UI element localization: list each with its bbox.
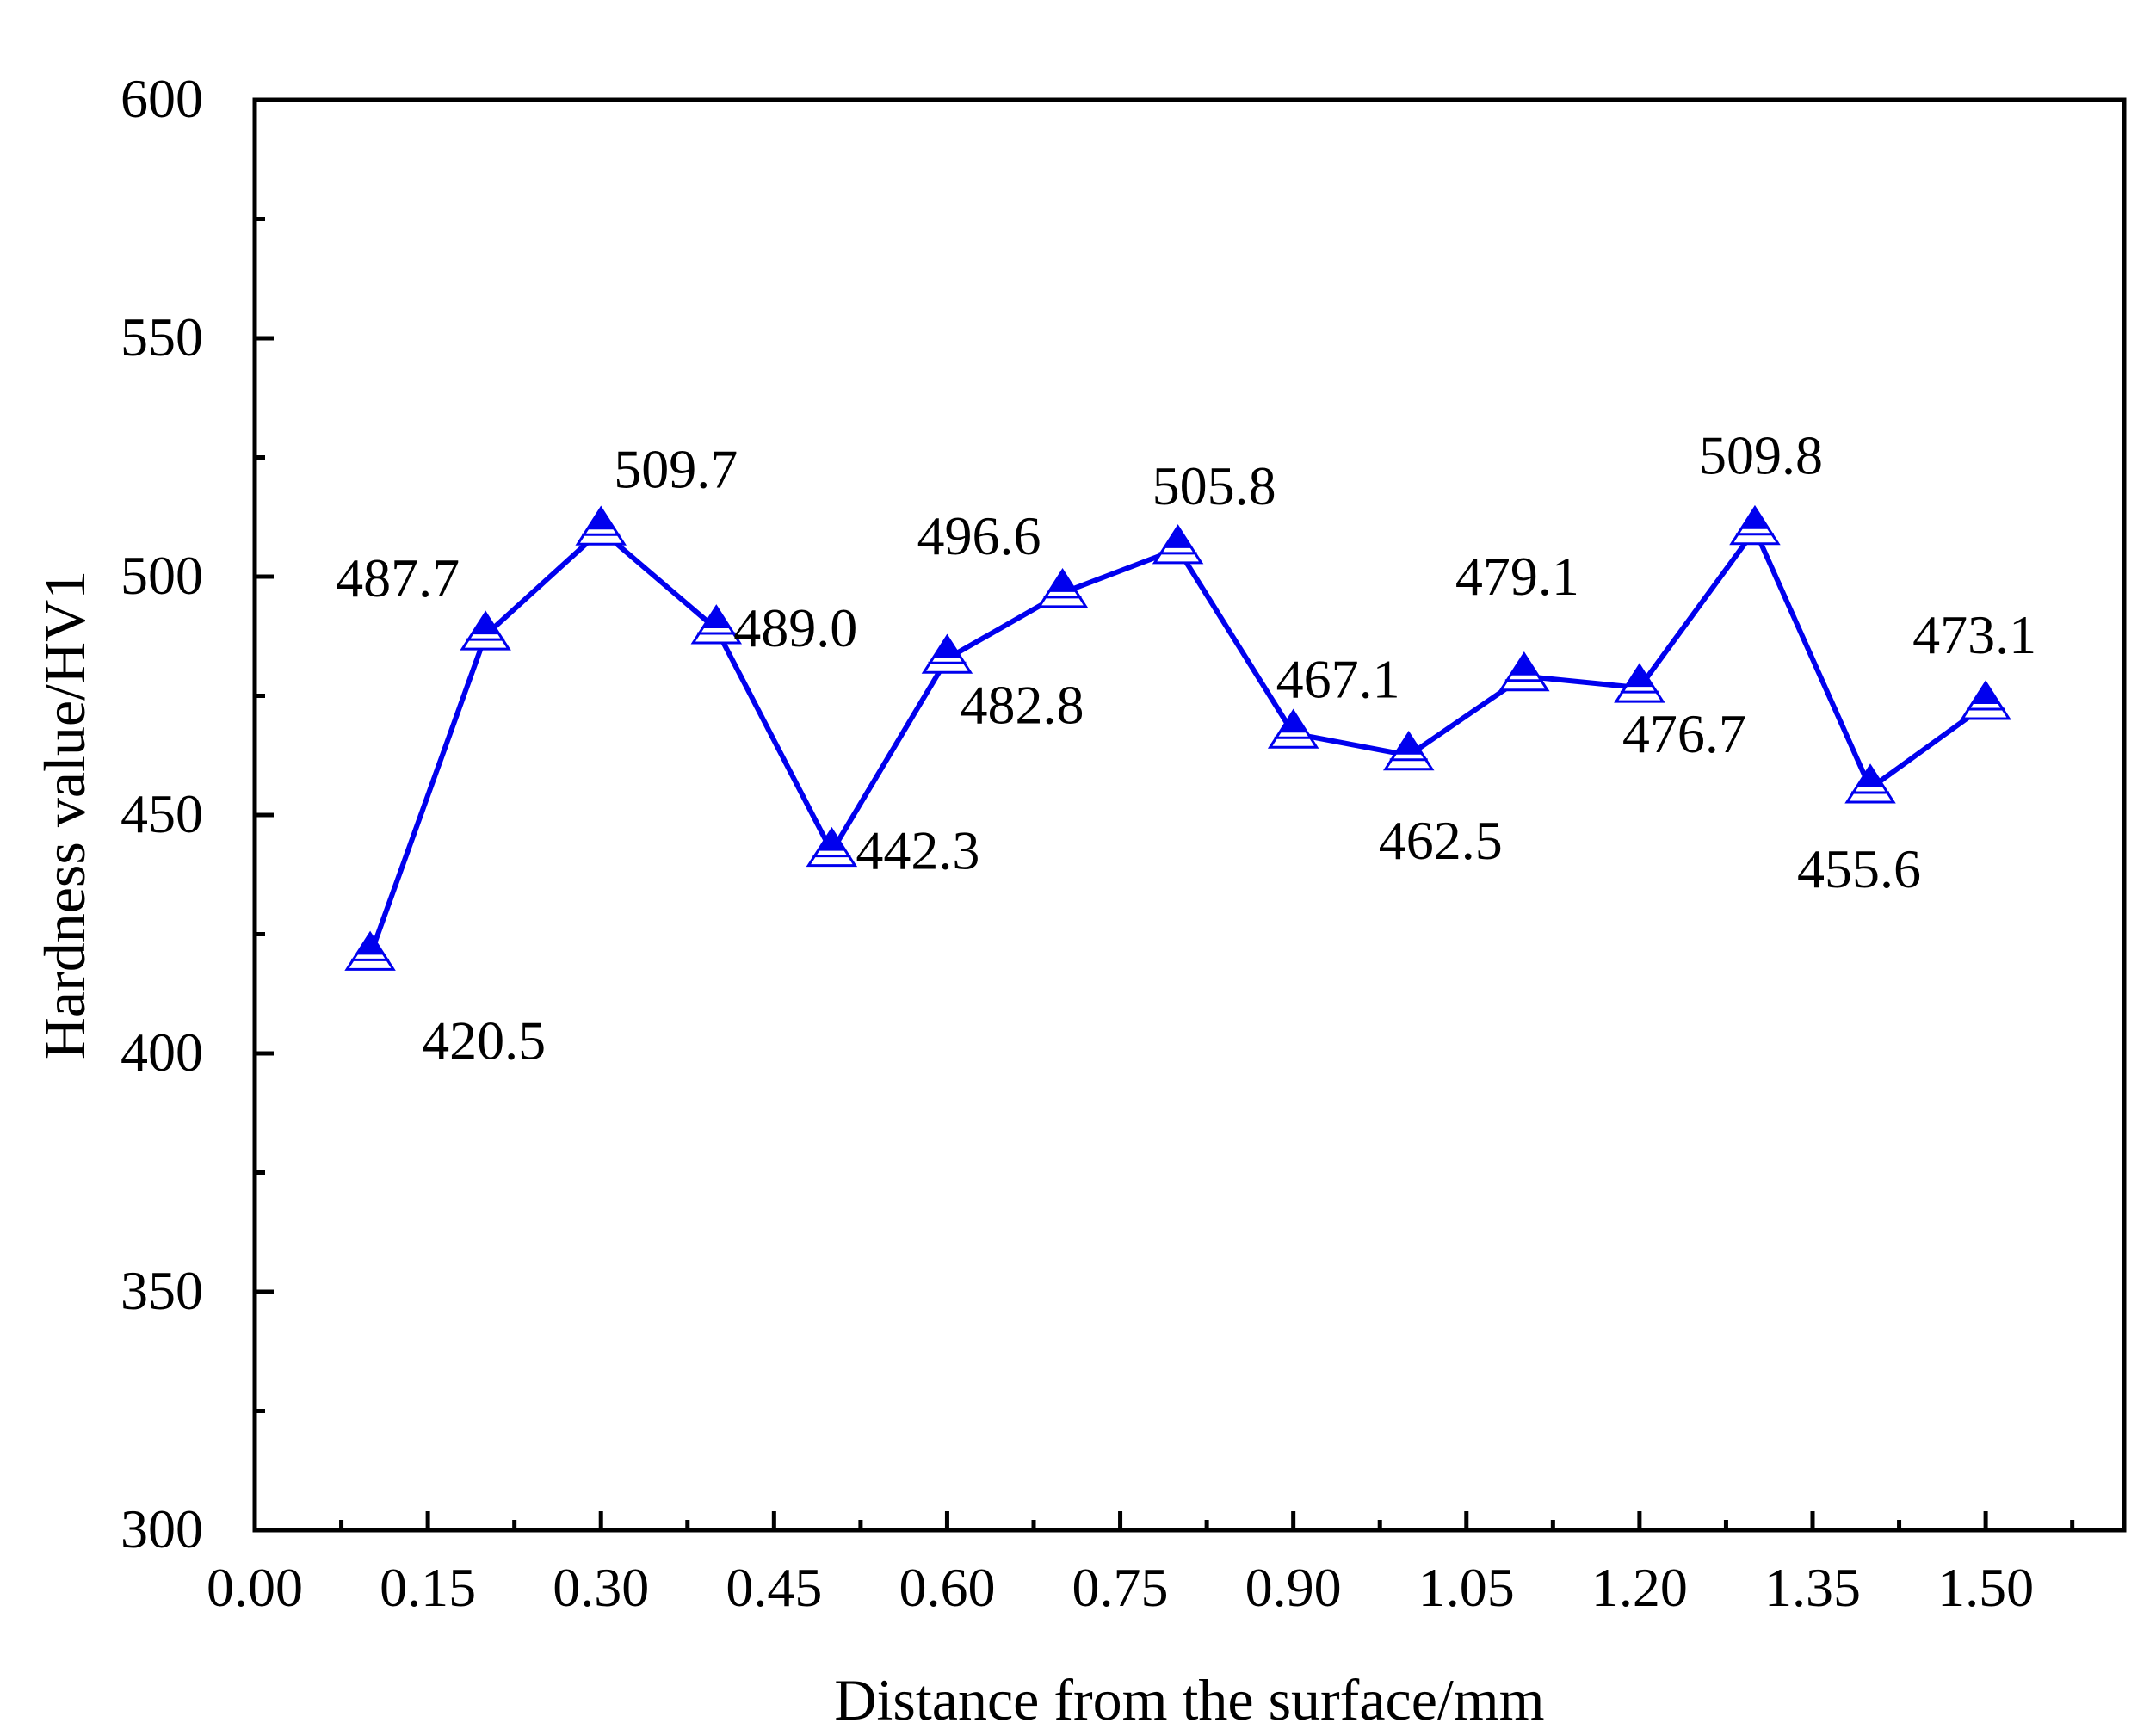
data-label: 473.1 (1912, 604, 2036, 665)
x-axis-title: Distance from the surface/mm (834, 1667, 1544, 1732)
x-tick-label: 0.60 (899, 1557, 995, 1618)
data-label: 509.7 (614, 438, 738, 499)
plot-frame (252, 97, 2127, 1533)
data-labels: 420.5 487.7 509.7 489.0 442.3 482.8 496.6 505.8… (336, 425, 2036, 1071)
y-tick-label: 600 (120, 68, 203, 129)
y-axis-title: Hardness value/HV1 (32, 571, 97, 1059)
triangle-marker (921, 633, 973, 674)
y-tick-label: 400 (120, 1022, 203, 1083)
data-label: 455.6 (1797, 838, 1921, 899)
data-label: 462.5 (1379, 810, 1503, 871)
triangle-marker (1844, 763, 1896, 804)
triangle-marker (690, 604, 743, 645)
triangle-marker (1036, 568, 1089, 608)
x-tick-label: 1.50 (1937, 1557, 2034, 1618)
data-label: 496.6 (917, 505, 1041, 566)
data-label: 476.7 (1622, 703, 1746, 764)
triangle-marker (806, 826, 858, 868)
data-label: 509.8 (1699, 425, 1823, 486)
x-tick-label: 0.30 (553, 1557, 649, 1618)
y-tick-label: 350 (120, 1260, 203, 1321)
data-label: 489.0 (733, 597, 857, 658)
axis-ticks (252, 97, 2075, 1533)
triangle-marker (1382, 730, 1435, 771)
x-tick-label: 1.20 (1591, 1557, 1688, 1618)
x-tick-label: 0.75 (1072, 1557, 1169, 1618)
data-series (344, 504, 2011, 971)
triangle-marker (1152, 524, 1204, 565)
triangle-marker (575, 505, 627, 546)
x-tick-label: 0.90 (1245, 1557, 1342, 1618)
y-tick-label: 500 (120, 545, 203, 606)
data-label: 420.5 (422, 1010, 546, 1071)
data-label: 487.7 (336, 547, 460, 608)
triangle-marker (1960, 680, 2011, 720)
x-tick-label: 0.45 (726, 1557, 822, 1618)
data-label: 467.1 (1276, 648, 1400, 709)
y-tick-label: 450 (120, 783, 203, 844)
x-tick-label: 0.15 (380, 1557, 476, 1618)
data-label: 505.8 (1152, 455, 1276, 516)
triangle-marker (344, 930, 396, 971)
triangle-marker (1267, 708, 1319, 749)
y-tick-label: 300 (120, 1498, 203, 1559)
data-label: 442.3 (856, 820, 979, 881)
x-tick-label: 0.00 (207, 1557, 303, 1618)
x-tick-label: 1.05 (1418, 1557, 1515, 1618)
triangle-marker (1498, 651, 1550, 692)
axis-tick-labels: 300 350 400 450 500 550 600 0.00 0.15 0.30 0.45 0.6… (120, 68, 2034, 1618)
data-label: 479.1 (1455, 546, 1579, 607)
triangle-marker (1729, 504, 1781, 546)
triangle-marker (460, 610, 511, 651)
y-tick-label: 550 (120, 306, 203, 367)
triangle-marker (1614, 663, 1665, 703)
data-label: 482.8 (960, 674, 1084, 735)
x-tick-label: 1.35 (1764, 1557, 1861, 1618)
